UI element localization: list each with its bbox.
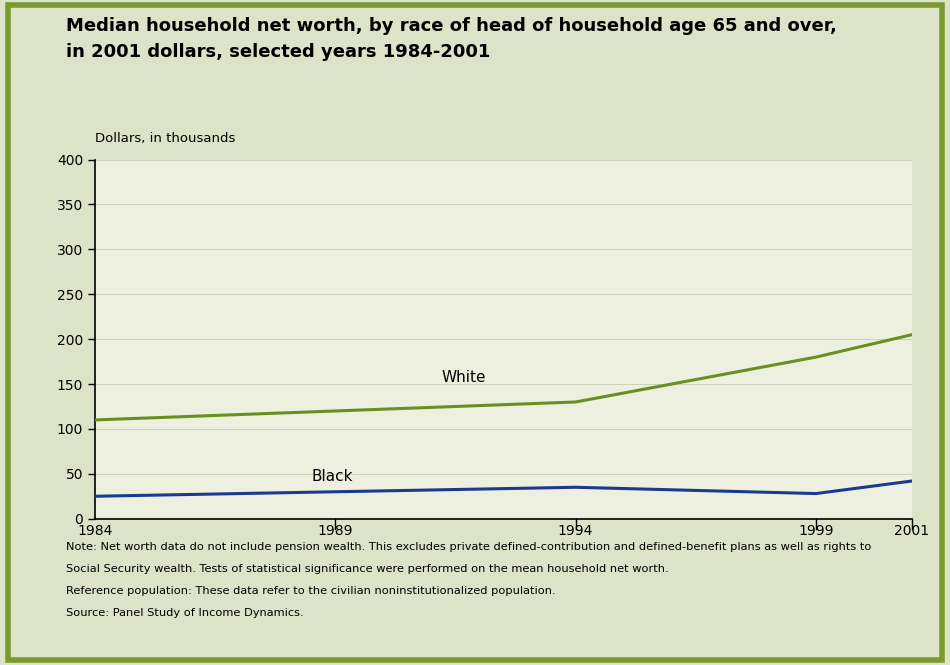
Text: in 2001 dollars, selected years 1984-2001: in 2001 dollars, selected years 1984-200… — [66, 43, 491, 61]
Text: Source: Panel Study of Income Dynamics.: Source: Panel Study of Income Dynamics. — [66, 608, 304, 618]
Text: Reference population: These data refer to the civilian noninstitutionalized popu: Reference population: These data refer t… — [66, 586, 556, 596]
Text: White: White — [441, 370, 485, 385]
Text: Dollars, in thousands: Dollars, in thousands — [95, 132, 236, 145]
Text: Social Security wealth. Tests of statistical significance were performed on the : Social Security wealth. Tests of statist… — [66, 564, 669, 574]
Text: Note: Net worth data do not include pension wealth. This excludes private define: Note: Net worth data do not include pens… — [66, 542, 872, 552]
Text: Black: Black — [312, 469, 352, 484]
Text: Median household net worth, by race of head of household age 65 and over,: Median household net worth, by race of h… — [66, 17, 837, 35]
